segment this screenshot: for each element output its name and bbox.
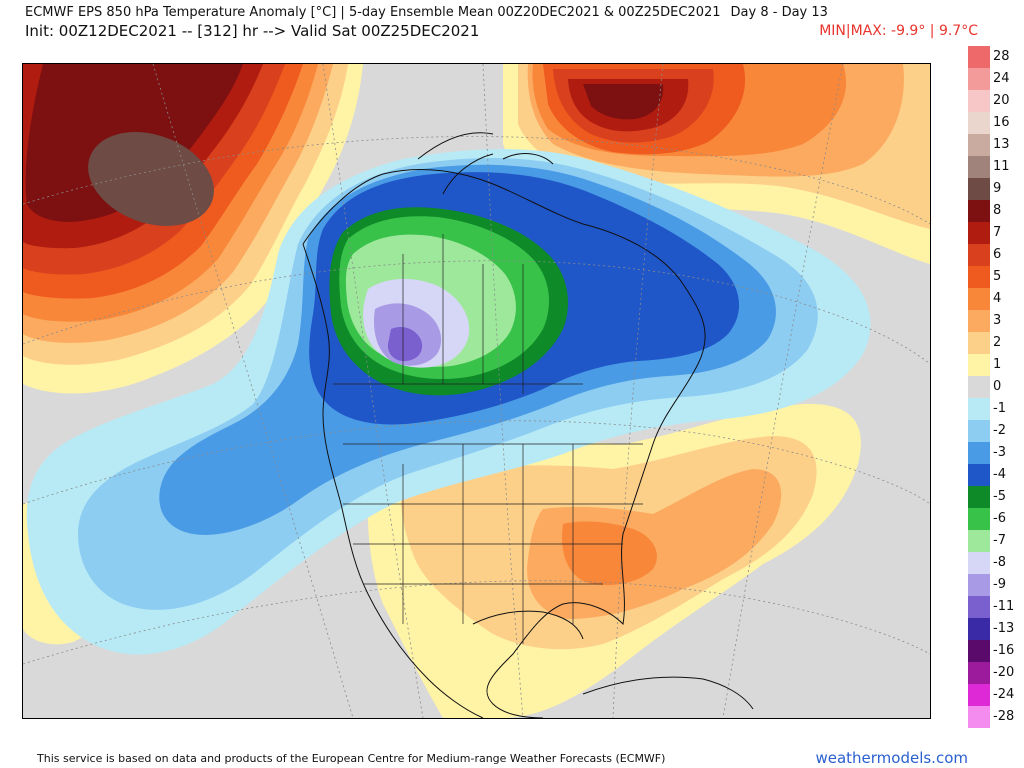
legend-swatch [968, 90, 990, 112]
legend-label: 20 [993, 93, 1010, 108]
legend-swatch [968, 222, 990, 244]
min-max-readout: MIN|MAX: -9.9° | 9.7°C [819, 23, 978, 39]
coastlines [302, 132, 754, 718]
legend-swatch [968, 596, 990, 618]
chart-title: ECMWF EPS 850 hPa Temperature Anomaly [°… [25, 5, 828, 20]
legend-label: -4 [993, 467, 1006, 482]
boundaries [333, 234, 643, 644]
title-text: ECMWF EPS 850 hPa Temperature Anomaly [°… [25, 5, 721, 20]
legend-swatch [968, 200, 990, 222]
legend-label: 11 [993, 159, 1010, 174]
brand-link[interactable]: weathermodels.com [815, 749, 968, 767]
legend-label: 3 [993, 313, 1002, 328]
greenland-warm-anomaly [503, 64, 930, 264]
forecast-day-range: Day 8 - Day 13 [730, 5, 828, 20]
map-canvas [23, 64, 930, 718]
legend-label: 8 [993, 203, 1002, 218]
legend-label: 2 [993, 335, 1002, 350]
legend-swatch [968, 640, 990, 662]
legend-label: 0 [993, 379, 1002, 394]
legend-label: 7 [993, 225, 1002, 240]
graticule [23, 64, 930, 718]
legend-swatch [968, 288, 990, 310]
legend-label: 1 [993, 357, 1002, 372]
pacific-warm-anomaly [23, 64, 363, 394]
legend-swatch [968, 134, 990, 156]
legend-swatch [968, 574, 990, 596]
legend-swatch [968, 486, 990, 508]
legend-swatch [968, 464, 990, 486]
legend-label: 24 [993, 71, 1010, 86]
legend-label: -13 [993, 621, 1015, 636]
legend-label: 13 [993, 137, 1010, 152]
legend-label: 4 [993, 291, 1002, 306]
legend-swatch [968, 178, 990, 200]
legend-label: -28 [993, 709, 1015, 724]
legend-label: -16 [993, 643, 1015, 658]
legend-label: -8 [993, 555, 1006, 570]
legend-swatch [968, 46, 990, 68]
legend-swatch [968, 112, 990, 134]
legend-swatch [968, 420, 990, 442]
legend-swatch [968, 332, 990, 354]
legend-swatch [968, 244, 990, 266]
legend-swatch [968, 684, 990, 706]
data-credit: This service is based on data and produc… [37, 752, 666, 765]
legend-label: 5 [993, 269, 1002, 284]
legend-swatch [968, 442, 990, 464]
legend-swatch [968, 376, 990, 398]
legend-label: 9 [993, 181, 1002, 196]
legend-label: -1 [993, 401, 1006, 416]
legend-label: -11 [993, 599, 1015, 614]
legend-swatch [968, 618, 990, 640]
legend-swatch [968, 662, 990, 684]
legend-swatch [968, 156, 990, 178]
legend-swatch [968, 266, 990, 288]
legend-label: -6 [993, 511, 1006, 526]
legend-label: -9 [993, 577, 1006, 592]
legend-label: 16 [993, 115, 1010, 130]
legend-label: 6 [993, 247, 1002, 262]
anomaly-map [22, 63, 931, 719]
init-valid-line: Init: 00Z12DEC2021 -- [312] hr --> Valid… [25, 22, 480, 40]
legend-swatch [968, 508, 990, 530]
legend-label: -20 [993, 665, 1015, 680]
legend-swatch [968, 354, 990, 376]
legend-label: 28 [993, 49, 1010, 64]
legend-label: -24 [993, 687, 1015, 702]
legend-swatch [968, 68, 990, 90]
legend-label: -7 [993, 533, 1006, 548]
legend-swatch [968, 310, 990, 332]
legend-swatch [968, 706, 990, 728]
legend-label: -5 [993, 489, 1006, 504]
atlantic-warm-anomaly [367, 403, 861, 718]
legend-swatch [968, 552, 990, 574]
canada-cold-anomaly [26, 149, 871, 655]
legend-swatch [968, 530, 990, 552]
legend-label: -3 [993, 445, 1006, 460]
legend-label: -2 [993, 423, 1006, 438]
legend-swatch [968, 398, 990, 420]
